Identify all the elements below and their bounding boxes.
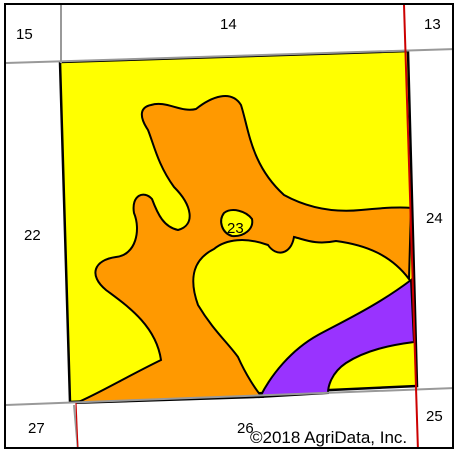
section-label-26: 26	[237, 420, 254, 437]
soil-unit-yellow-inclusion[interactable]	[220, 209, 254, 238]
section-label-22: 22	[24, 227, 41, 244]
section-label-27: 27	[28, 420, 45, 437]
section-label-23: 23	[227, 220, 244, 237]
road-line-2	[75, 402, 79, 447]
map-frame: 15 14 13 22 24 27 25 23 26 ©2018 AgriDat…	[4, 3, 454, 449]
section-label-13: 13	[424, 16, 441, 33]
section-label-15: 15	[16, 26, 33, 43]
section-line-bottom	[6, 387, 452, 406]
soil-unit-purple[interactable]	[258, 278, 416, 399]
copyright-text: ©2018 AgriData, Inc.	[250, 428, 407, 447]
section-line-top	[6, 48, 452, 64]
soil-map: 15 14 13 22 24 27 25 23 26 ©2018 AgriDat…	[6, 5, 452, 447]
road-line	[403, 5, 419, 447]
section-label-14: 14	[220, 16, 237, 33]
soil-unit-orange[interactable]	[75, 95, 413, 404]
section-label-25: 25	[426, 408, 443, 425]
section-label-24: 24	[426, 210, 443, 227]
